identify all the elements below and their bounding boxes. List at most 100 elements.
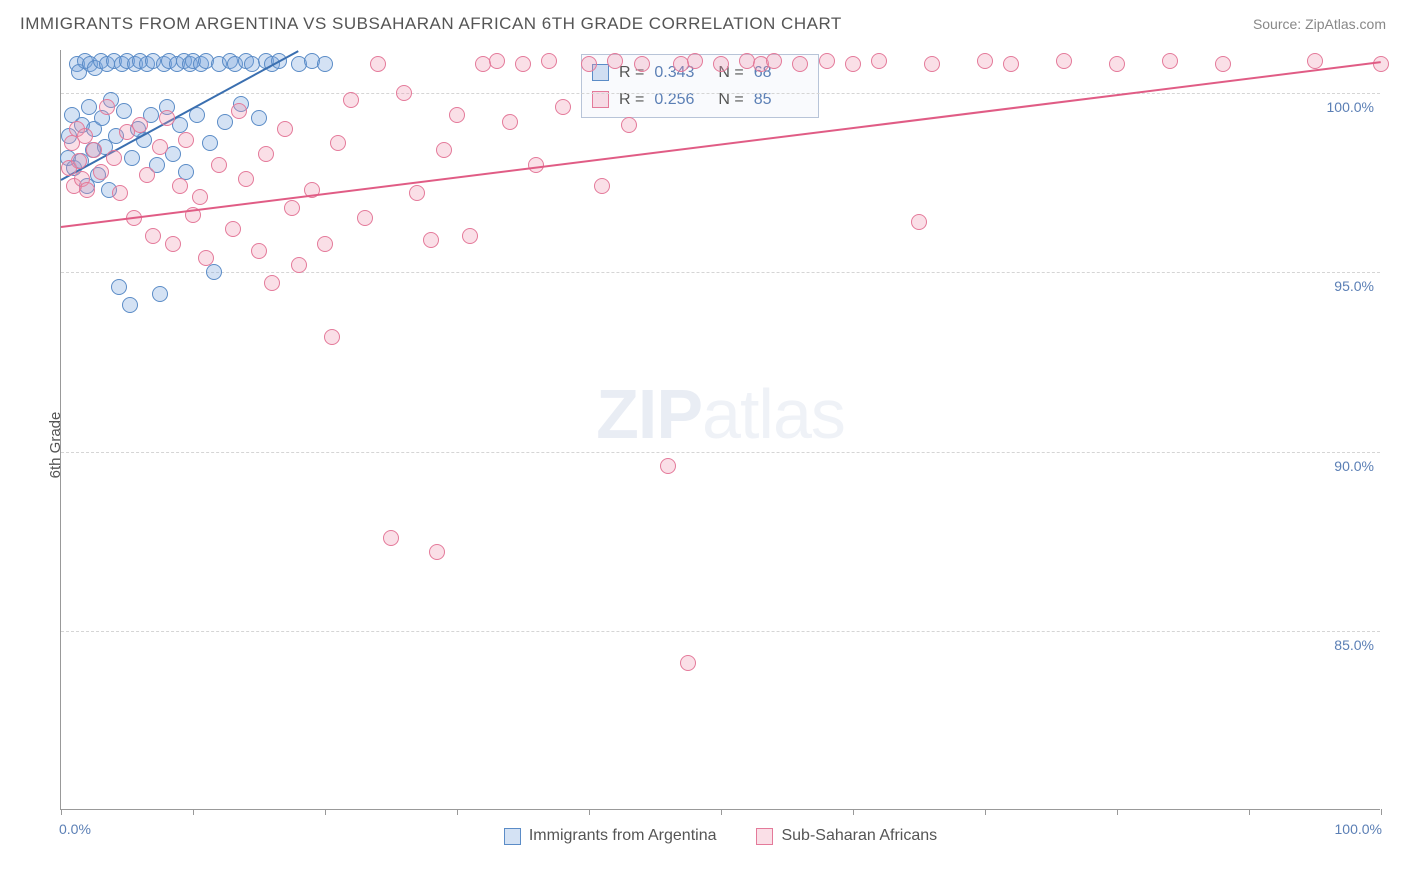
data-point — [502, 114, 518, 130]
n-value: 85 — [754, 86, 808, 113]
data-point — [409, 185, 425, 201]
x-tick — [193, 809, 194, 815]
data-point — [924, 56, 940, 72]
data-point — [343, 92, 359, 108]
legend-swatch — [756, 828, 773, 845]
data-point — [581, 56, 597, 72]
data-point — [231, 103, 247, 119]
gridline — [61, 93, 1380, 94]
data-point — [1109, 56, 1125, 72]
gridline — [61, 452, 1380, 453]
data-point — [819, 53, 835, 69]
data-point — [317, 56, 333, 72]
data-point — [172, 178, 188, 194]
legend-item: Sub-Saharan Africans — [756, 827, 937, 845]
data-point — [621, 117, 637, 133]
data-point — [383, 530, 399, 546]
legend-swatch — [504, 828, 521, 845]
y-tick-label: 95.0% — [1334, 278, 1374, 294]
data-point — [977, 53, 993, 69]
data-point — [71, 153, 87, 169]
plot-area: ZIPatlas R =0.343N =68R =0.256N =85 0.0%… — [60, 50, 1380, 810]
data-point — [462, 228, 478, 244]
data-point — [77, 128, 93, 144]
data-point — [687, 53, 703, 69]
data-point — [165, 236, 181, 252]
y-tick-label: 85.0% — [1334, 637, 1374, 653]
x-tick — [325, 809, 326, 815]
x-tick — [61, 809, 62, 815]
data-point — [713, 56, 729, 72]
data-point — [258, 146, 274, 162]
data-point — [436, 142, 452, 158]
x-tick — [721, 809, 722, 815]
chart-title: IMMIGRANTS FROM ARGENTINA VS SUBSAHARAN … — [20, 14, 842, 34]
data-point — [79, 182, 95, 198]
data-point — [871, 53, 887, 69]
data-point — [1307, 53, 1323, 69]
source-link[interactable]: ZipAtlas.com — [1305, 16, 1386, 32]
data-point — [116, 103, 132, 119]
n-label: N = — [718, 86, 743, 113]
data-point — [238, 171, 254, 187]
data-point — [284, 200, 300, 216]
r-label: R = — [619, 86, 644, 113]
data-point — [423, 232, 439, 248]
watermark-atlas: atlas — [702, 375, 845, 453]
x-tick — [985, 809, 986, 815]
data-point — [192, 189, 208, 205]
data-point — [1056, 53, 1072, 69]
data-point — [86, 142, 102, 158]
data-point — [317, 236, 333, 252]
data-point — [251, 243, 267, 259]
x-tick — [589, 809, 590, 815]
x-tick — [1249, 809, 1250, 815]
data-point — [594, 178, 610, 194]
gridline — [61, 272, 1380, 273]
data-point — [206, 264, 222, 280]
data-point — [264, 275, 280, 291]
data-point — [145, 228, 161, 244]
data-point — [99, 99, 115, 115]
data-point — [489, 53, 505, 69]
data-point — [680, 655, 696, 671]
watermark: ZIPatlas — [596, 374, 845, 454]
data-point — [845, 56, 861, 72]
x-tick — [1117, 809, 1118, 815]
data-point — [152, 286, 168, 302]
data-point — [515, 56, 531, 72]
data-point — [112, 185, 128, 201]
x-tick — [457, 809, 458, 815]
data-point — [159, 110, 175, 126]
y-tick-label: 90.0% — [1334, 458, 1374, 474]
data-point — [1373, 56, 1389, 72]
data-point — [634, 56, 650, 72]
data-point — [792, 56, 808, 72]
data-point — [132, 117, 148, 133]
data-point — [106, 150, 122, 166]
x-tick — [853, 809, 854, 815]
data-point — [93, 164, 109, 180]
data-point — [291, 257, 307, 273]
data-point — [607, 53, 623, 69]
chart-area: 6th Grade ZIPatlas R =0.343N =68R =0.256… — [50, 50, 1390, 840]
data-point — [139, 167, 155, 183]
watermark-zip: ZIP — [596, 375, 702, 453]
source-prefix: Source: — [1253, 16, 1305, 32]
data-point — [277, 121, 293, 137]
y-tick-label: 100.0% — [1327, 99, 1374, 115]
data-point — [541, 53, 557, 69]
data-point — [152, 139, 168, 155]
data-point — [251, 110, 267, 126]
data-point — [211, 157, 227, 173]
data-point — [324, 329, 340, 345]
data-point — [357, 210, 373, 226]
r-value: 0.256 — [654, 86, 708, 113]
data-point — [370, 56, 386, 72]
gridline — [61, 631, 1380, 632]
data-point — [202, 135, 218, 151]
data-point — [111, 279, 127, 295]
legend-item: Immigrants from Argentina — [504, 827, 717, 845]
chart-header: IMMIGRANTS FROM ARGENTINA VS SUBSAHARAN … — [0, 0, 1406, 44]
data-point — [198, 250, 214, 266]
